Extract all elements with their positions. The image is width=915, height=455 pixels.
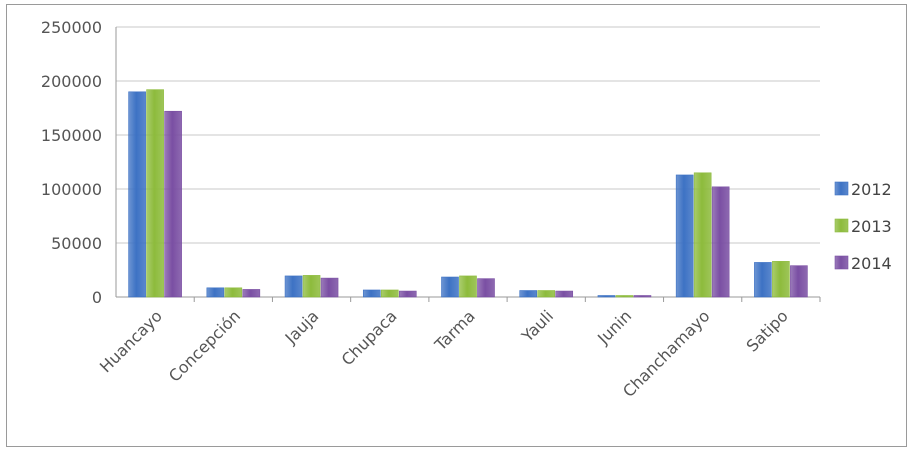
legend-swatch-2012: [834, 181, 849, 196]
legend-label: 2013: [851, 217, 892, 236]
bar-2013: [693, 172, 712, 298]
x-category-label: Concepción: [165, 306, 244, 385]
bar-2012: [284, 275, 303, 298]
x-category-label: Satipo: [742, 306, 791, 355]
bar-2013: [302, 275, 321, 298]
bar-2014: [242, 289, 261, 298]
bar-2014: [555, 290, 574, 298]
x-category-label: Jauja: [281, 306, 323, 348]
bar-2012: [362, 289, 381, 298]
bar-2014: [398, 290, 417, 298]
x-category-label: Huancayo: [96, 306, 166, 376]
x-category-label: Junin: [593, 306, 635, 348]
bar-2013: [224, 287, 243, 298]
bar-2014: [790, 265, 808, 298]
bar-2013: [615, 295, 634, 298]
bar-2012: [441, 276, 459, 298]
bar-2012: [128, 91, 146, 298]
bar-2012: [597, 295, 616, 298]
x-category-label: Yauli: [517, 306, 557, 346]
bar-2012: [206, 287, 225, 298]
bar-2012: [519, 290, 538, 298]
legend-swatch-2014: [834, 255, 849, 270]
bar-2013: [772, 261, 790, 298]
bar-2013: [380, 289, 399, 298]
y-tick-label: 200000: [41, 72, 102, 91]
y-tick-label: 250000: [41, 18, 102, 37]
y-tick-label: 0: [92, 288, 102, 307]
y-tick-label: 50000: [51, 234, 102, 253]
legend-swatch-2013: [834, 218, 849, 233]
legend-label: 2014: [851, 254, 892, 273]
bar-2013: [459, 275, 477, 298]
legend-label: 2012: [851, 180, 892, 199]
x-category-label: Chupaca: [338, 306, 401, 369]
bar-2013: [537, 290, 556, 298]
bar-2014: [164, 110, 182, 298]
bar-2012: [754, 262, 772, 298]
bar-2012: [675, 174, 694, 298]
bar-2014: [633, 295, 652, 298]
x-category-label: Tarma: [430, 306, 479, 355]
y-tick-label: 150000: [41, 126, 102, 145]
bar-2014: [711, 186, 730, 298]
bar-2014: [477, 278, 495, 298]
bar-2013: [146, 89, 164, 298]
y-tick-label: 100000: [41, 180, 102, 199]
bar-2014: [320, 277, 339, 298]
